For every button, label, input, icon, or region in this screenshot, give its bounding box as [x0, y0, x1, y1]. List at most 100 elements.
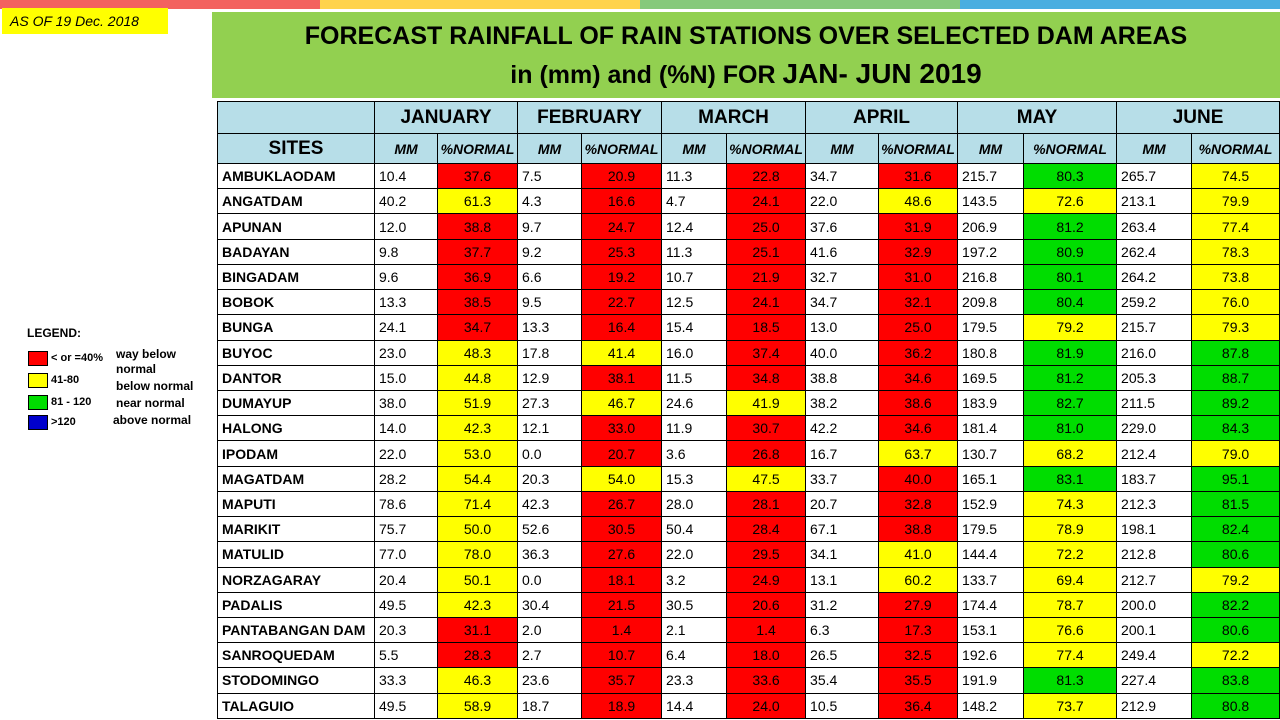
- pct-normal-cell: 32.8: [878, 490, 959, 518]
- mm-cell: 33.7: [805, 465, 880, 492]
- table-row: DUMAYUP 38.0 51.9 27.3 46.7 24.6 41.9 38.2 38.6 1…: [217, 389, 1280, 417]
- mm-cell: 15.0: [374, 364, 438, 391]
- pct-normal-cell: 60.2: [878, 566, 959, 593]
- mm-cell: 35.4: [805, 667, 880, 694]
- pct-normal-cell: 1.4: [726, 616, 807, 644]
- table-row: BOBOK 13.3 38.5 9.5 22.7 12.5 24.1 34.7 32.1 209.…: [217, 289, 1280, 316]
- pct-normal-cell: 38.1: [581, 364, 663, 391]
- pct-normal-cell: 37.4: [726, 339, 807, 366]
- legend-item-red: < or =40%: [28, 350, 103, 366]
- pct-normal-cell: 80.6: [1191, 541, 1280, 568]
- pct-normal-cell: 80.6: [1191, 616, 1280, 644]
- pct-normal-cell: 82.7: [1023, 389, 1118, 417]
- mm-cell: 174.4: [957, 591, 1025, 618]
- pct-normal-cell: 78.9: [1023, 516, 1118, 543]
- table-row: ANGATDAM 40.2 61.3 4.3 16.6 4.7 24.1 22.0 48.6 14…: [217, 188, 1280, 215]
- mm-cell: 20.3: [517, 465, 583, 492]
- table-row: APUNAN 12.0 38.8 9.7 24.7 12.4 25.0 37.6 31.9 206…: [217, 213, 1280, 240]
- mm-cell: 265.7: [1116, 162, 1193, 190]
- pct-normal-cell: 81.2: [1023, 213, 1118, 240]
- pct-normal-cell: 80.1: [1023, 263, 1118, 291]
- pct-normal-cell: 41.4: [581, 339, 663, 366]
- mm-cell: 169.5: [957, 364, 1025, 391]
- table-row: PANTABANGAN DAM 20.3 31.1 2.0 1.4 2.1 1.4 6.3 17…: [217, 616, 1280, 644]
- mm-cell: 152.9: [957, 490, 1025, 518]
- mm-cell: 3.6: [661, 440, 728, 467]
- mm-cell: 13.1: [805, 566, 880, 593]
- mm-cell: 17.8: [517, 339, 583, 366]
- pct-normal-cell: 72.6: [1023, 188, 1118, 215]
- site-name-cell: ANGATDAM: [217, 188, 375, 215]
- pct-normal-cell: 34.6: [878, 415, 959, 442]
- pct-normal-cell: 24.9: [726, 566, 807, 593]
- site-name-cell: MAGATDAM: [217, 465, 375, 492]
- pct-normal-cell: 54.0: [581, 465, 663, 492]
- mm-cell: 192.6: [957, 642, 1025, 669]
- mm-cell: 22.0: [805, 188, 880, 215]
- pct-normal-cell: 80.3: [1023, 162, 1118, 190]
- pct-normal-cell: 81.5: [1191, 490, 1280, 518]
- mm-cell: 165.1: [957, 465, 1025, 492]
- pct-normal-cell: 48.3: [436, 339, 519, 366]
- pct-normal-cell: 37.6: [436, 162, 519, 190]
- legend-desc: way below normal: [116, 347, 177, 376]
- top-color-stripe: [0, 0, 1280, 9]
- pct-normal-cell: 46.3: [436, 667, 519, 694]
- table-row: STODOMINGO 33.3 46.3 23.6 35.7 23.3 33.6 35.4 35…: [217, 667, 1280, 694]
- mm-cell: 229.0: [1116, 415, 1193, 442]
- mm-cell: 78.6: [374, 490, 438, 518]
- pct-normal-cell: 83.8: [1191, 667, 1280, 694]
- month-header: FEBRUARY: [517, 101, 663, 134]
- pct-normal-cell: 16.6: [581, 188, 663, 215]
- mm-cell: 10.4: [374, 162, 438, 190]
- mm-cell: 12.9: [517, 364, 583, 391]
- mm-cell: 9.6: [374, 263, 438, 291]
- site-name-cell: AMBUKLAODAM: [217, 162, 375, 190]
- site-name-cell: MARIKIT: [217, 516, 375, 543]
- table-row: DANTOR 15.0 44.8 12.9 38.1 11.5 34.8 38.8 34.6 16…: [217, 364, 1280, 391]
- pct-normal-cell: 34.8: [726, 364, 807, 391]
- mm-cell: 179.5: [957, 314, 1025, 341]
- pct-normal-cell: 25.0: [726, 213, 807, 240]
- pct-normal-cell: 17.3: [878, 616, 959, 644]
- pct-normal-cell: 68.2: [1023, 440, 1118, 467]
- pct-normal-cell: 24.7: [581, 213, 663, 240]
- table-row: BINGADAM 9.6 36.9 6.6 19.2 10.7 21.9 32.7 31.0 21…: [217, 263, 1280, 291]
- mm-cell: 191.9: [957, 667, 1025, 694]
- pct-normal-cell: 83.1: [1023, 465, 1118, 492]
- mm-cell: 67.1: [805, 516, 880, 543]
- pct-normal-cell: 35.5: [878, 667, 959, 694]
- mm-cell: 12.4: [661, 213, 728, 240]
- pct-normal-cell: 32.5: [878, 642, 959, 669]
- mm-cell: 227.4: [1116, 667, 1193, 694]
- pct-normal-cell: 78.3: [1191, 238, 1280, 265]
- site-name-cell: PADALIS: [217, 591, 375, 618]
- pct-normal-header: %NORMAL: [1023, 133, 1118, 164]
- mm-cell: 20.4: [374, 566, 438, 593]
- month-header: MARCH: [661, 101, 807, 134]
- site-name-cell: BADAYAN: [217, 238, 375, 265]
- pct-normal-cell: 42.3: [436, 591, 519, 618]
- mm-cell: 7.5: [517, 162, 583, 190]
- legend-item-yellow: 41-80: [28, 372, 79, 388]
- mm-header: MM: [957, 133, 1025, 164]
- mm-cell: 13.0: [805, 314, 880, 341]
- mm-cell: 34.7: [805, 289, 880, 316]
- site-name-cell: DUMAYUP: [217, 389, 375, 417]
- pct-normal-cell: 28.4: [726, 516, 807, 543]
- pct-normal-cell: 36.4: [878, 692, 959, 720]
- mm-cell: 42.3: [517, 490, 583, 518]
- mm-cell: 264.2: [1116, 263, 1193, 291]
- pct-normal-cell: 36.2: [878, 339, 959, 366]
- table-row: NORZAGARAY 20.4 50.1 0.0 18.1 3.2 24.9 13.1 60.2…: [217, 566, 1280, 593]
- pct-normal-cell: 25.1: [726, 238, 807, 265]
- pct-normal-cell: 31.0: [878, 263, 959, 291]
- mm-cell: 15.4: [661, 314, 728, 341]
- mm-cell: 2.0: [517, 616, 583, 644]
- pct-normal-cell: 33.0: [581, 415, 663, 442]
- mm-cell: 6.3: [805, 616, 880, 644]
- title-period: JAN- JUN 2019: [782, 58, 982, 89]
- mm-cell: 262.4: [1116, 238, 1193, 265]
- pct-normal-cell: 21.5: [581, 591, 663, 618]
- pct-normal-cell: 38.8: [436, 213, 519, 240]
